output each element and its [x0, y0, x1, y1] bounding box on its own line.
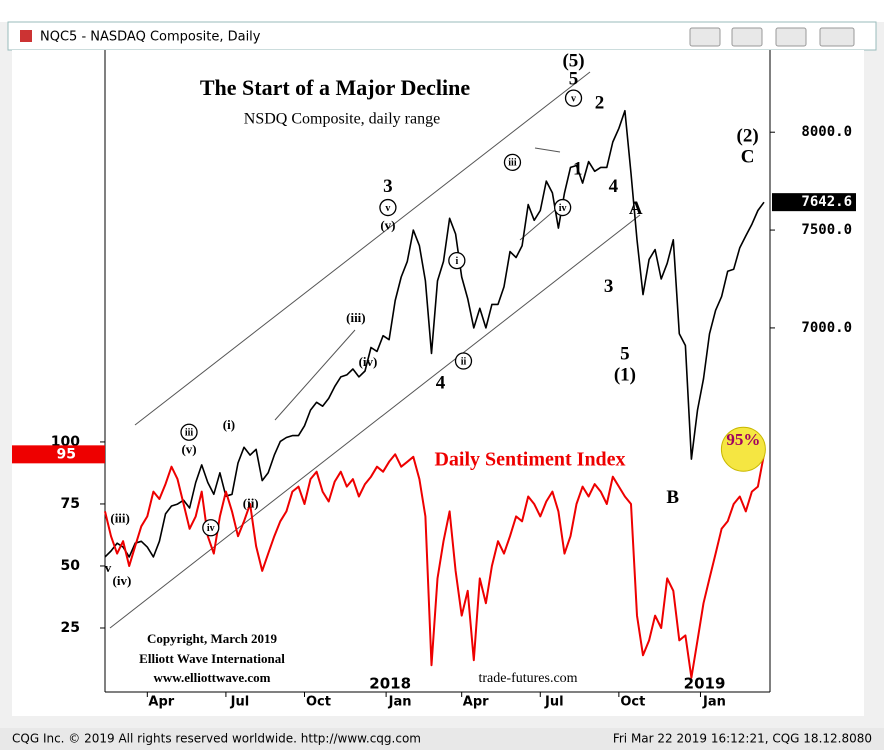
wave-label: C [741, 147, 755, 168]
annotation-circle [202, 519, 220, 537]
copyright-line: www.elliottwave.com [154, 670, 271, 685]
wedge-line [519, 209, 556, 241]
wave-label: 1 [573, 159, 583, 180]
y-tick-label: 7000.0 [801, 320, 852, 336]
wave-label: i [455, 256, 458, 267]
wave-label: (iii) [110, 511, 130, 526]
y-tick-label: 7500.0 [801, 222, 852, 238]
highlight-bubble [720, 426, 766, 472]
x-tick-label: Jan [388, 695, 412, 710]
wedge-line [274, 329, 356, 421]
copyright-line: Elliott Wave International [139, 651, 285, 666]
wave-label: (1) [614, 364, 636, 385]
app-icon [20, 30, 32, 42]
wave-label: (ii) [243, 495, 259, 510]
year-label: 2018 [369, 675, 411, 693]
maximize-button[interactable] [775, 27, 807, 47]
wave-label: (iii) [346, 310, 366, 325]
series-line [104, 453, 765, 679]
annotation-circle [564, 89, 583, 107]
link-button[interactable] [689, 27, 721, 47]
sentiment-label: Daily Sentiment Index [434, 449, 625, 471]
desktop-strip [0, 0, 884, 22]
last-value-label: 7642.6 [801, 194, 852, 210]
wave-label: 3 [604, 276, 614, 297]
x-tick-label: Jan [702, 695, 726, 710]
chart-title: The Start of a Major Decline [200, 75, 470, 100]
x-tick-label: Jul [544, 695, 564, 710]
x-tick-label: Oct [620, 695, 645, 710]
chart-area [12, 50, 864, 716]
channel-lower [109, 214, 641, 629]
status-bar [0, 728, 884, 750]
wave-label: (iv) [113, 573, 132, 588]
annotation-circle [503, 153, 522, 171]
wave-label: v [571, 93, 576, 104]
wave-label: 5 [620, 343, 630, 364]
wave-label: 5 [569, 68, 579, 89]
annotation-circle [379, 198, 397, 217]
wave-label: (v) [181, 441, 196, 456]
status-right: Fri Mar 22 2019 16:12:21, CQG 18.12.8080 [613, 732, 872, 746]
minimize-button[interactable] [731, 27, 763, 47]
x-tick-label: Jul [230, 695, 250, 710]
wave-label: v [385, 203, 390, 214]
chart-subtitle: NSDQ Composite, daily range [244, 111, 440, 128]
window-title: NQC5 - NASDAQ Composite, Daily [40, 30, 261, 45]
wave-label: 4 [436, 372, 446, 393]
wave-label: (i) [223, 417, 235, 432]
y-tick-label: 8000.0 [801, 124, 852, 140]
wave-label: ii [461, 356, 467, 367]
x-tick-label: Apr [463, 695, 489, 710]
annotation-circle [454, 352, 473, 370]
wave-label: (5) [562, 50, 584, 71]
channel-upper [134, 71, 591, 426]
y2-tick-label: 50 [61, 558, 81, 574]
title-bar [7, 21, 877, 51]
x-tick-label: Oct [306, 695, 331, 710]
wave-label: iv [559, 203, 567, 214]
wave-label: 4 [609, 176, 619, 197]
wave-label: 3 [383, 176, 393, 197]
copyright-line: Copyright, March 2019 [147, 631, 278, 646]
wave-label: (2) [737, 126, 759, 147]
last-value-tag [772, 193, 856, 212]
series-line [104, 109, 765, 558]
wave-label: v [105, 560, 112, 575]
wave-label: iii [508, 158, 517, 169]
wave-label: B [666, 487, 679, 508]
wedge-line [534, 147, 561, 153]
last-value-label: 95 [57, 446, 76, 462]
wave-label: A [629, 198, 643, 219]
annotation-circle [448, 251, 466, 270]
annotation-circle [553, 198, 572, 217]
last-value-tag [12, 445, 105, 464]
wave-label: (v) [380, 218, 395, 233]
wave-label: 2 [595, 92, 605, 113]
status-left: CQG Inc. © 2019 All rights reserved worl… [12, 732, 421, 746]
wave-label: iv [207, 523, 215, 534]
x-tick-label: Apr [148, 695, 174, 710]
plot: Apr Jul Oct Jan Apr Jul Oct Jan 2018 2019 7000.0 75… [12, 50, 856, 710]
wave-label: (iv) [359, 354, 378, 369]
highlight-label: 95% [726, 430, 760, 449]
source-label: trade-futures.com [478, 671, 577, 686]
close-button[interactable] [819, 27, 855, 47]
year-label: 2019 [684, 675, 726, 693]
wave-label: iii [185, 428, 194, 439]
y2-tick-label: 75 [61, 496, 80, 512]
annotation-circle [180, 423, 198, 441]
y2-tick-label: 25 [61, 620, 80, 636]
